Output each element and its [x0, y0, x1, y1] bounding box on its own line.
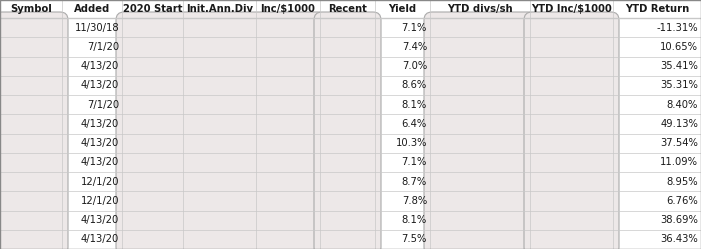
FancyBboxPatch shape [424, 12, 536, 249]
Text: 11/30/18: 11/30/18 [74, 23, 119, 33]
Text: 7.1%: 7.1% [402, 23, 427, 33]
Text: 36.43%: 36.43% [660, 234, 698, 244]
Text: YTD Inc/$1000: YTD Inc/$1000 [531, 4, 612, 14]
Text: 7.5%: 7.5% [402, 234, 427, 244]
Text: 8.7%: 8.7% [402, 177, 427, 187]
Text: 2020 Start: 2020 Start [123, 4, 182, 14]
Text: 10.65%: 10.65% [660, 42, 698, 52]
Text: 7.8%: 7.8% [402, 196, 427, 206]
Text: 8.6%: 8.6% [402, 80, 427, 90]
Text: 49.13%: 49.13% [660, 119, 698, 129]
Text: 6.76%: 6.76% [666, 196, 698, 206]
Text: 7/1/20: 7/1/20 [87, 100, 119, 110]
Text: 4/13/20: 4/13/20 [81, 61, 119, 71]
Text: Yield: Yield [388, 4, 416, 14]
FancyBboxPatch shape [0, 12, 68, 249]
FancyBboxPatch shape [116, 12, 326, 249]
Text: 4/13/20: 4/13/20 [81, 215, 119, 225]
Text: 7.0%: 7.0% [402, 61, 427, 71]
Text: YTD Return: YTD Return [625, 4, 689, 14]
Text: 12/1/20: 12/1/20 [81, 196, 119, 206]
Text: -11.31%: -11.31% [656, 23, 698, 33]
Text: 38.69%: 38.69% [660, 215, 698, 225]
Text: Recent: Recent [328, 4, 367, 14]
Text: 35.41%: 35.41% [660, 61, 698, 71]
Text: 8.40%: 8.40% [667, 100, 698, 110]
Text: Init.Ann.Div: Init.Ann.Div [186, 4, 253, 14]
Text: 35.31%: 35.31% [660, 80, 698, 90]
FancyBboxPatch shape [314, 12, 381, 249]
FancyBboxPatch shape [524, 12, 619, 249]
Text: 6.4%: 6.4% [402, 119, 427, 129]
Text: 8.1%: 8.1% [402, 215, 427, 225]
Text: 12/1/20: 12/1/20 [81, 177, 119, 187]
Text: 7.1%: 7.1% [402, 157, 427, 167]
Text: Symbol: Symbol [10, 4, 52, 14]
Text: YTD divs/sh: YTD divs/sh [447, 4, 513, 14]
Text: 8.95%: 8.95% [667, 177, 698, 187]
Text: 4/13/20: 4/13/20 [81, 234, 119, 244]
Text: 11.09%: 11.09% [660, 157, 698, 167]
Text: 4/13/20: 4/13/20 [81, 157, 119, 167]
Text: Inc/$1000: Inc/$1000 [261, 4, 315, 14]
Text: 8.1%: 8.1% [402, 100, 427, 110]
Text: Added: Added [74, 4, 110, 14]
Text: 7/1/20: 7/1/20 [87, 42, 119, 52]
Text: 10.3%: 10.3% [395, 138, 427, 148]
Text: 7.4%: 7.4% [402, 42, 427, 52]
Text: 4/13/20: 4/13/20 [81, 80, 119, 90]
Text: 4/13/20: 4/13/20 [81, 119, 119, 129]
Text: 4/13/20: 4/13/20 [81, 138, 119, 148]
Text: 37.54%: 37.54% [660, 138, 698, 148]
